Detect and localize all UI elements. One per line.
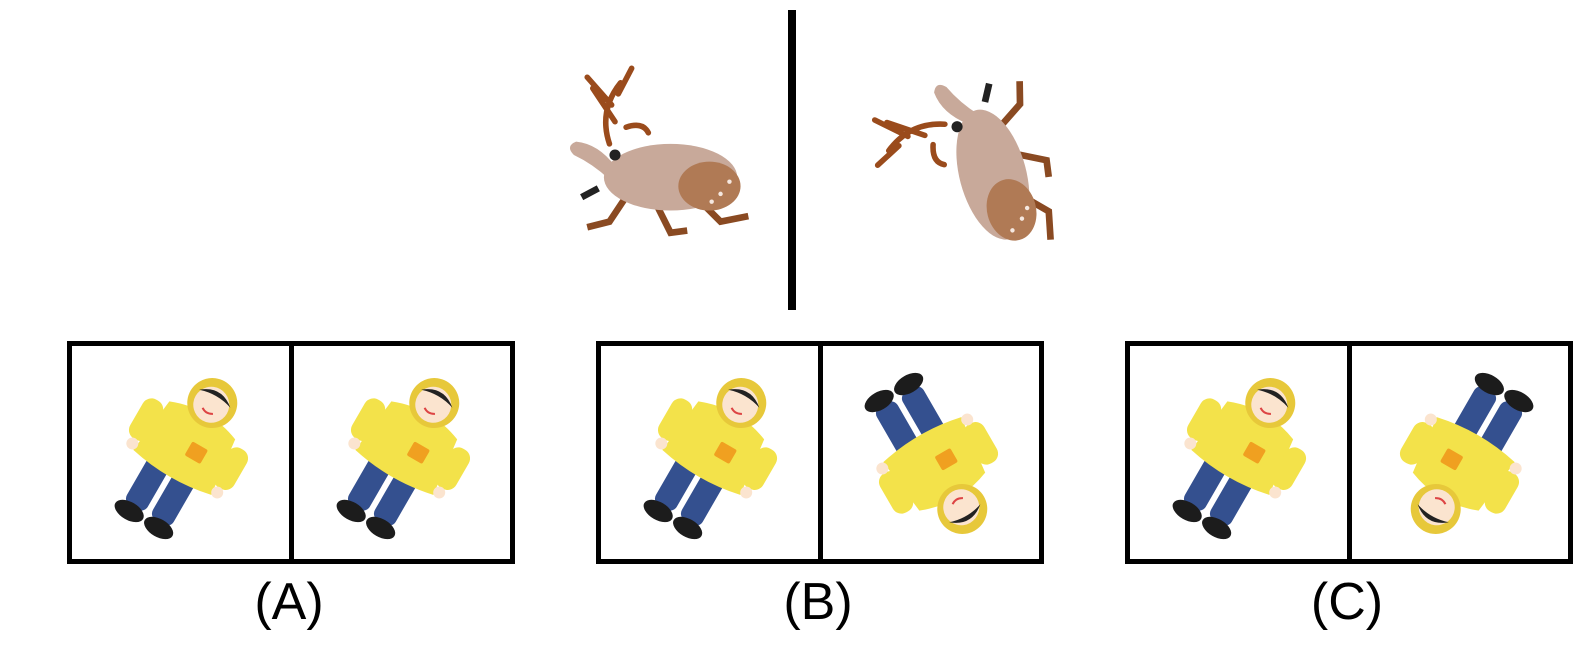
doll-icon bbox=[1150, 371, 1335, 541]
doll-icon bbox=[92, 371, 277, 541]
deer-icon bbox=[870, 75, 1067, 275]
deer-icon bbox=[570, 68, 748, 232]
option-b-left-cell bbox=[601, 346, 818, 559]
option-b-panel[interactable] bbox=[596, 341, 1044, 564]
vertical-divider bbox=[788, 10, 796, 310]
option-a-right-cell bbox=[288, 346, 511, 559]
option-b-right-cell bbox=[817, 346, 1040, 559]
option-b-label[interactable]: (B) bbox=[783, 573, 853, 631]
doll-flipped-mirrored-icon bbox=[1371, 371, 1557, 541]
doll-icon bbox=[621, 371, 806, 541]
doll-icon bbox=[313, 371, 499, 541]
option-a-left-cell bbox=[72, 346, 289, 559]
option-c-panel[interactable] bbox=[1125, 341, 1573, 564]
deer-figurine-right bbox=[870, 75, 1070, 275]
option-c-left-cell bbox=[1130, 346, 1347, 559]
deer-figurine-left bbox=[565, 55, 765, 255]
option-c-label[interactable]: (C) bbox=[1310, 573, 1384, 631]
option-c-right-cell bbox=[1346, 346, 1569, 559]
option-a-panel[interactable] bbox=[67, 341, 515, 564]
doll-flipped-icon bbox=[842, 371, 1028, 541]
option-a-label[interactable]: (A) bbox=[254, 573, 324, 631]
